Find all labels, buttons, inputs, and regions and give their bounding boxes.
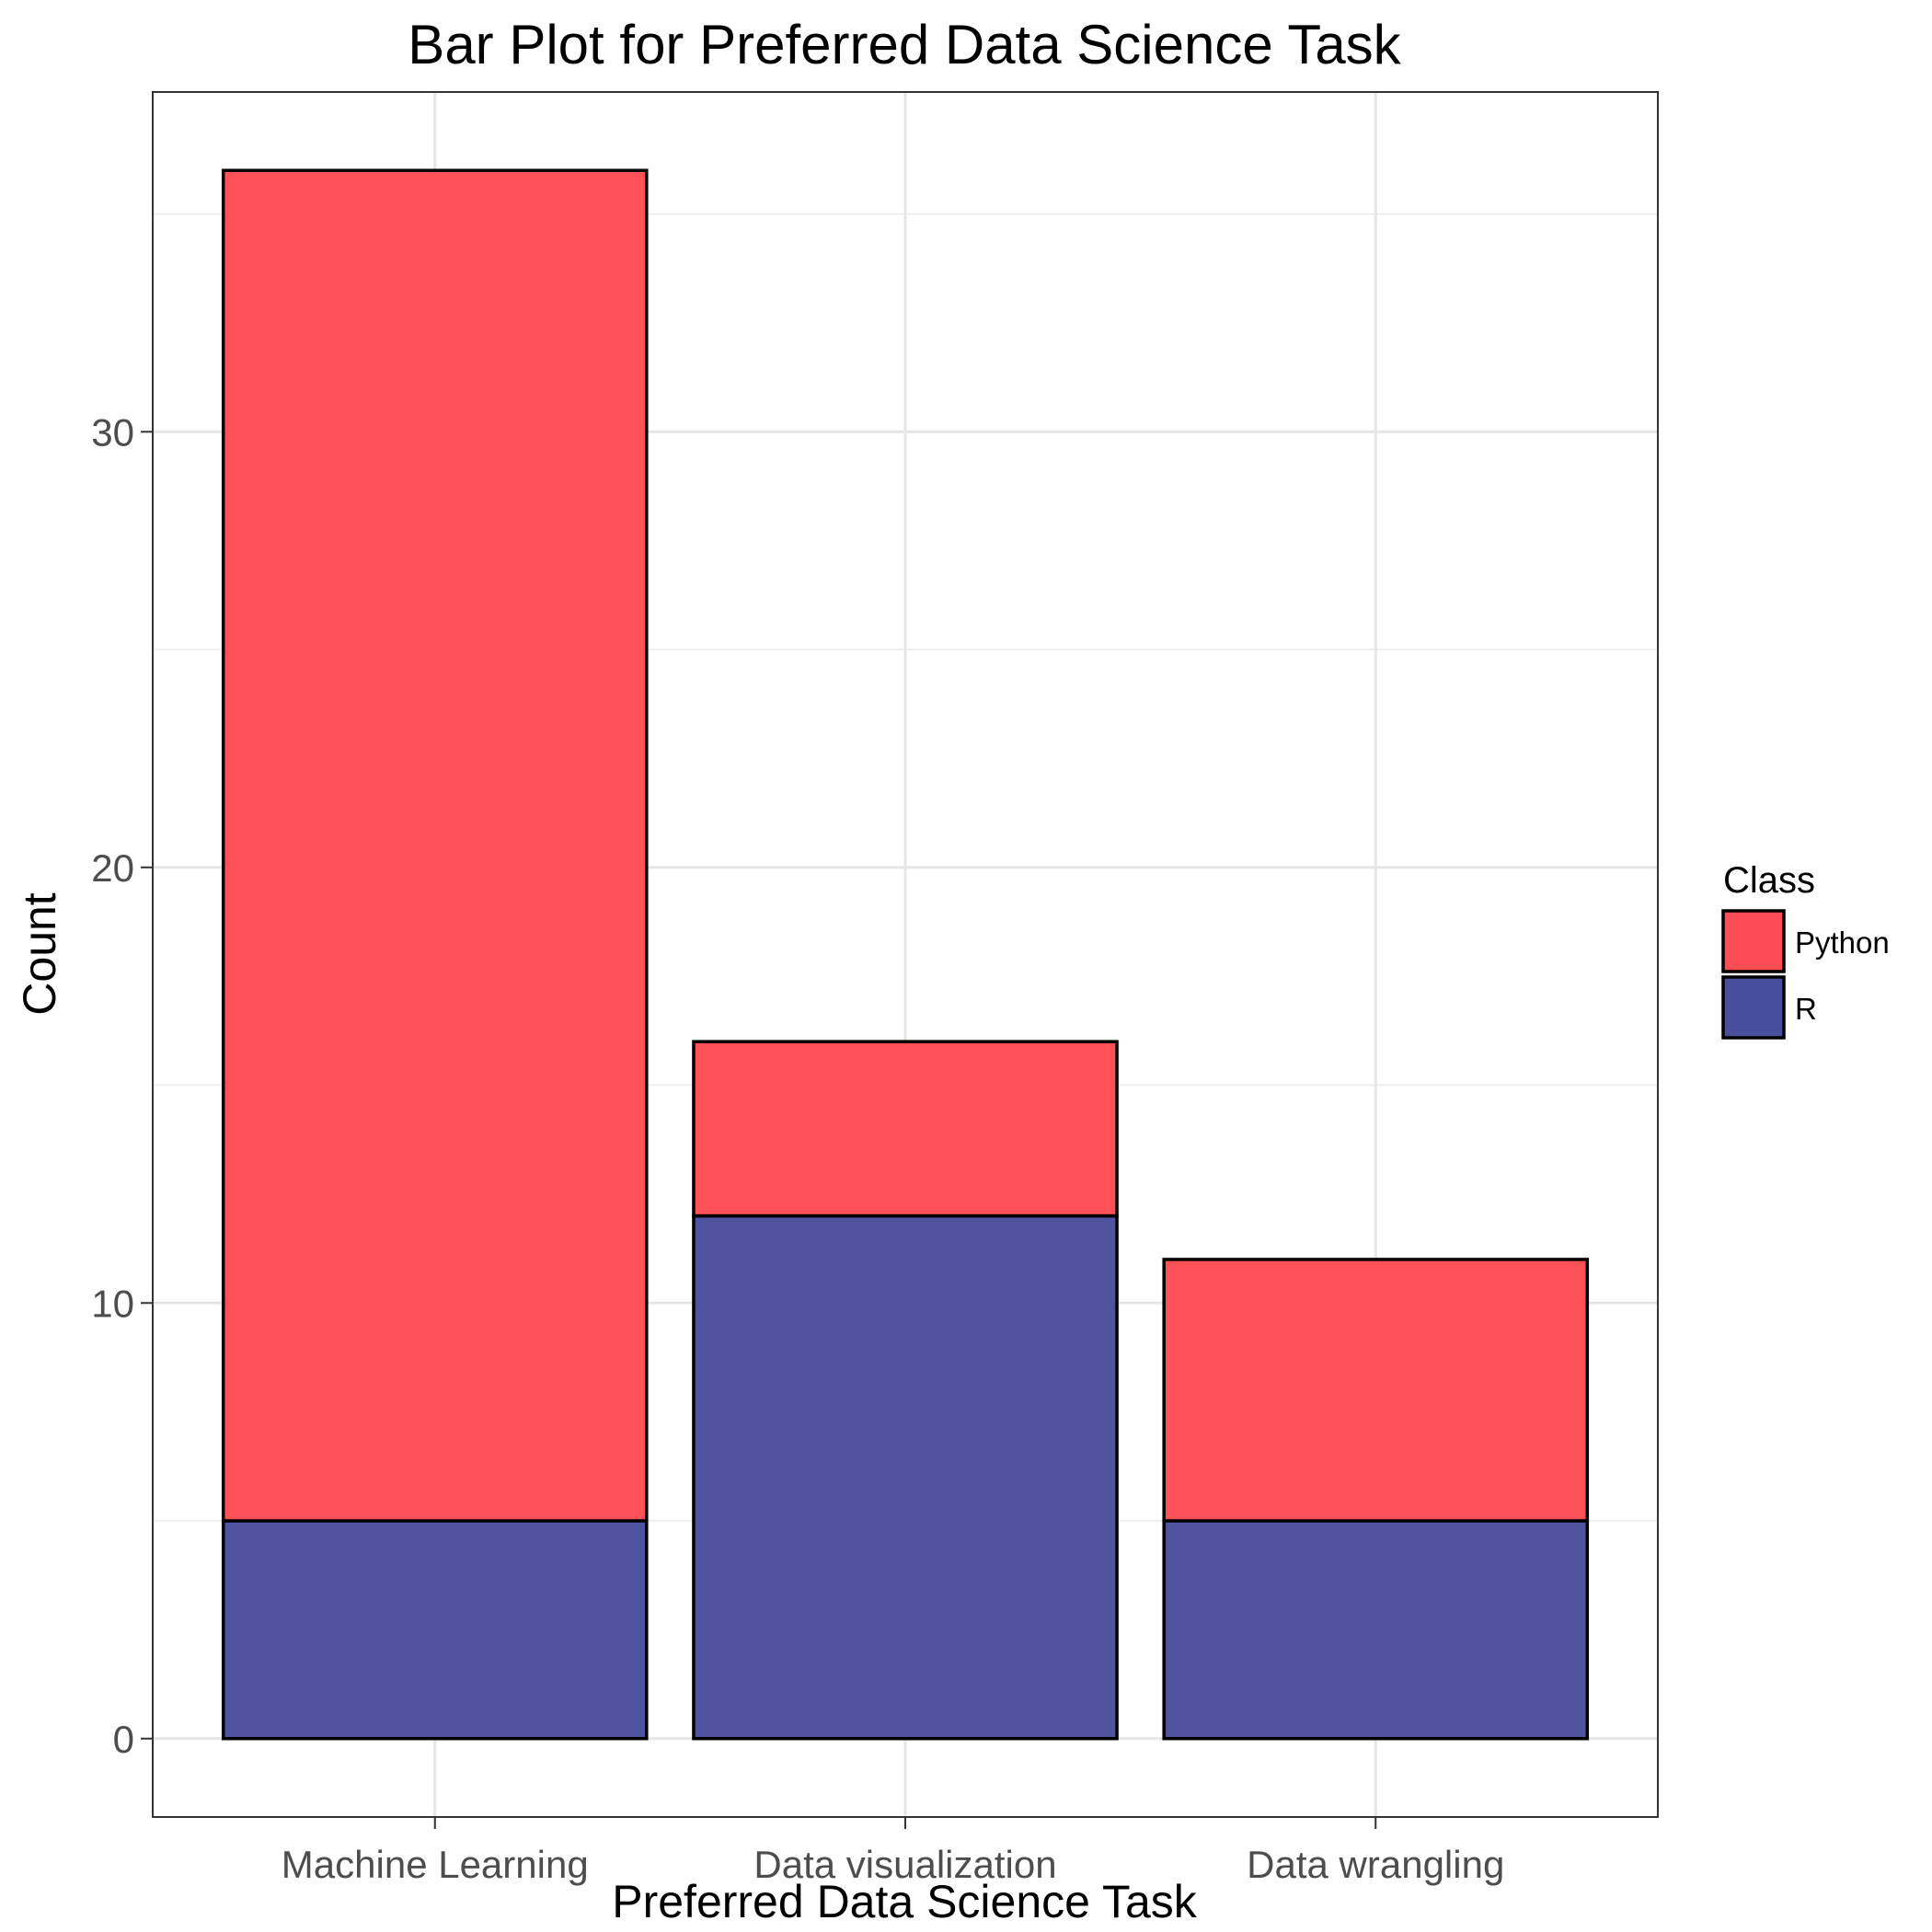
legend-key-r	[1721, 975, 1786, 1040]
bar-r-machine-learning	[221, 1519, 649, 1741]
bar-python-data-visualization	[692, 1040, 1119, 1218]
y-axis: 0 10 20 30	[91, 410, 153, 1761]
y-tick-label: 10	[91, 1282, 134, 1325]
x-tick-label: Data visualization	[753, 1843, 1056, 1886]
plot-panel	[152, 91, 1659, 1818]
legend-title: Class	[1723, 860, 1815, 901]
legend-label-r: R	[1795, 992, 1817, 1026]
legend-entries: Python R	[1721, 909, 1890, 1040]
y-tick-label: 30	[91, 410, 134, 454]
x-axis: Machine Learning Data visualization Data w…	[282, 1817, 1504, 1886]
legend-key-python	[1721, 909, 1786, 973]
bar-r-data-wrangling	[1162, 1519, 1590, 1741]
bar-python-machine-learning	[221, 168, 649, 1523]
x-tick-label: Data wrangling	[1247, 1843, 1504, 1886]
legend: Class Python R	[1721, 860, 1890, 1040]
bars	[221, 168, 1590, 1741]
bar-python-data-wrangling	[1162, 1258, 1590, 1523]
y-tick-label: 0	[113, 1718, 134, 1761]
x-tick-label: Machine Learning	[282, 1843, 589, 1886]
y-tick-label: 20	[91, 846, 134, 890]
x-axis-title: Preferred Data Science Task	[612, 1876, 1197, 1927]
y-axis-title: Count	[14, 892, 65, 1016]
chart-title: Bar Plot for Preferred Data Science Task	[408, 14, 1401, 75]
bar-r-data-visualization	[692, 1213, 1119, 1741]
legend-label-python: Python	[1795, 926, 1890, 960]
